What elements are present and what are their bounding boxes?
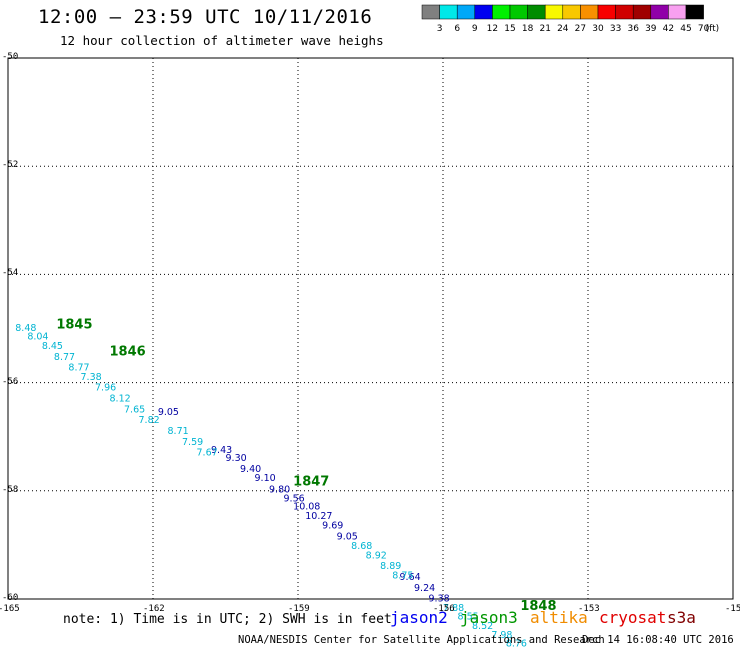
legend-swatch [685,4,704,20]
jason3-data-label: 7.82 [139,415,160,426]
footer-note: note: 1) Time is in UTC; 2) SWH is in fe… [63,612,392,627]
jason3-data-label: 8.77 [68,363,89,374]
legend-label: 42 [663,24,674,34]
satellite-jason3: jason3 [460,608,518,627]
y-tick-label: -56 [2,376,19,387]
jason3-data-label: 8.77 [54,352,75,363]
jason2-data-label: 9.43 [211,445,232,456]
wave-height-color-legend: 3 6 9 12 15 18 21 24 27 30 33 36 39 42 45 70(ft) [421,4,720,34]
jason3-data-label: 8.52 [472,621,493,632]
legend-label: 18 [522,24,534,34]
satellite-altika: altika [530,608,588,627]
legend-label: 21 [539,24,550,34]
y-tick-label: -52 [2,160,19,171]
jason3-data-label: 8.12 [110,394,131,405]
legend-label: 6 [454,24,460,34]
time-label: 1845 [56,318,92,333]
jason2-data-label: 9.10 [255,473,276,484]
jason2-data-label: 9.05 [158,407,179,418]
jason3-data-label: 8.48 [15,323,36,334]
y-tick-label: -58 [2,484,19,495]
jason3-data-label: 7.98 [491,630,512,641]
jason3-data-label: 8.68 [351,541,372,552]
x-tick-label: -156 [433,604,455,614]
jason3-data-label: 8.92 [366,550,387,561]
jason3-data-label: 7.67 [197,448,218,459]
jason3-data-label: 7.96 [95,383,116,394]
jason3-data-label: 8.55 [458,612,479,623]
jason2-data-label: 9.56 [284,494,305,505]
plot-frame [7,57,734,600]
legend-unit: (ft) [706,24,720,34]
credit-text: NOAA/NESDIS Center for Satellite Applica… [238,634,605,646]
legend-label: 24 [557,24,569,34]
jason2-data-label: 9.69 [322,521,343,532]
legend-label: 9 [472,24,478,34]
time-label: 1846 [110,345,146,360]
jason2-data-label: 9.05 [337,531,358,542]
page-title: 12:00 — 23:59 UTC 10/11/2016 [38,6,373,28]
y-tick-label: -50 [2,52,19,62]
legend-label: 39 [645,24,657,34]
jason2-data-label: 10.27 [305,511,332,522]
jason3-data-label: 8.76 [506,639,527,650]
legend-label: 33 [610,24,621,34]
y-tick-label: -60 [2,593,19,603]
jason2-data-label: 9.38 [429,594,450,605]
y-tick-label: -54 [2,268,19,279]
time-label: 1847 [293,474,329,489]
legend-label: 27 [575,24,586,34]
jason2-data-label: 9.64 [400,572,421,583]
page-subtitle: 12 hour collection of altimeter wave hei… [60,33,384,48]
jason2-data-label: 9.80 [269,484,290,495]
jason3-data-label: 8.75 [392,570,413,581]
x-tick-label: -159 [288,604,310,614]
time-label: 1848 [520,599,556,614]
jason3-data-label: 7.88 [443,603,464,614]
satellite-jason2: jason2 [390,608,448,627]
satellite-s3a: s3a [667,608,696,627]
jason3-data-label: 8.04 [27,331,48,342]
jason2-data-label: 10.08 [293,502,320,513]
x-tick-label: -15 [725,604,740,614]
legend-label: 12 [487,24,498,34]
legend-label: 30 [592,24,604,34]
jason3-data-label: 7.38 [81,372,102,383]
satellite-cryosat: cryosat [599,608,667,627]
x-tick-label: -153 [578,604,600,614]
legend-label: 70 [698,24,710,34]
jason3-data-label: 7.65 [124,404,145,415]
x-tick-label: -165 [0,604,20,614]
legend-label: 36 [627,24,639,34]
x-tick-label: -162 [143,604,165,614]
legend-label: 15 [504,24,515,34]
jason3-data-label: 7.59 [182,437,203,448]
legend-label: 3 [437,24,443,34]
timestamp-text: Dec 14 16:08:40 UTC 2016 [582,634,734,646]
jason2-data-label: 9.30 [226,453,247,464]
jason2-data-label: 9.40 [240,464,261,475]
jason2-data-label: 9.24 [414,583,435,594]
jason3-data-label: 8.45 [42,341,63,352]
jason3-data-label: 8.89 [380,561,401,572]
jason3-data-label: 8.71 [168,426,189,437]
legend-label: 45 [680,24,691,34]
